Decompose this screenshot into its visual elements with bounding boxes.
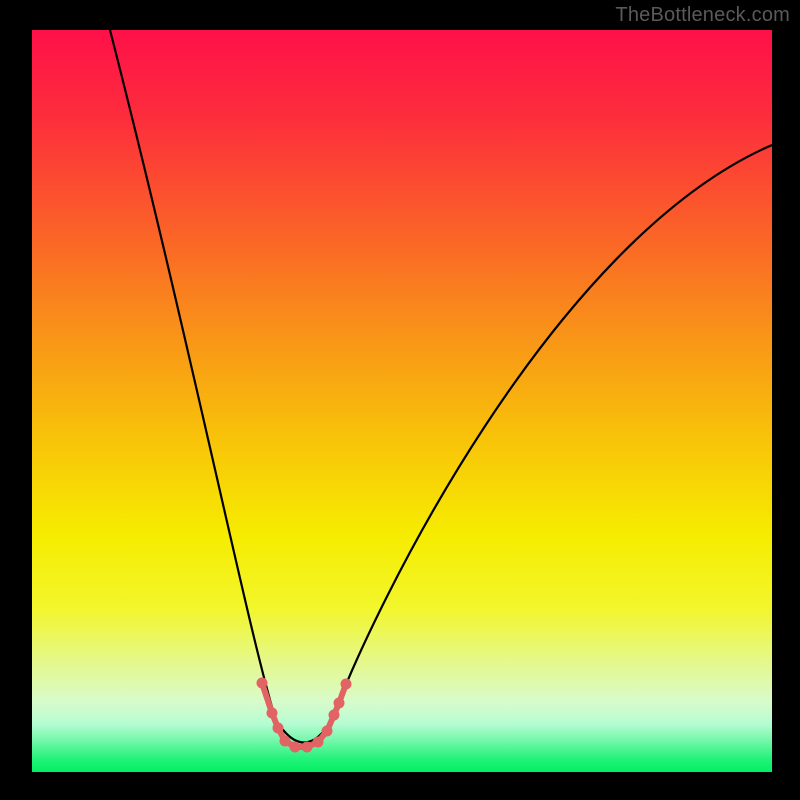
marker-dot [273,723,284,734]
marker-dot [313,737,324,748]
marker-dot [322,726,333,737]
marker-dot [302,742,313,753]
marker-dots [257,678,352,753]
main-curve-right [332,145,772,720]
marker-dot [257,678,268,689]
marker-dot [290,742,301,753]
marker-dot [334,698,345,709]
marker-dot [341,679,352,690]
marker-dot [280,736,291,747]
marker-dot [329,710,340,721]
marker-dot [267,708,278,719]
watermark-text: TheBottleneck.com [615,4,790,27]
chart-svg [32,30,772,772]
plot-area [32,30,772,772]
main-curve-left [110,30,276,720]
